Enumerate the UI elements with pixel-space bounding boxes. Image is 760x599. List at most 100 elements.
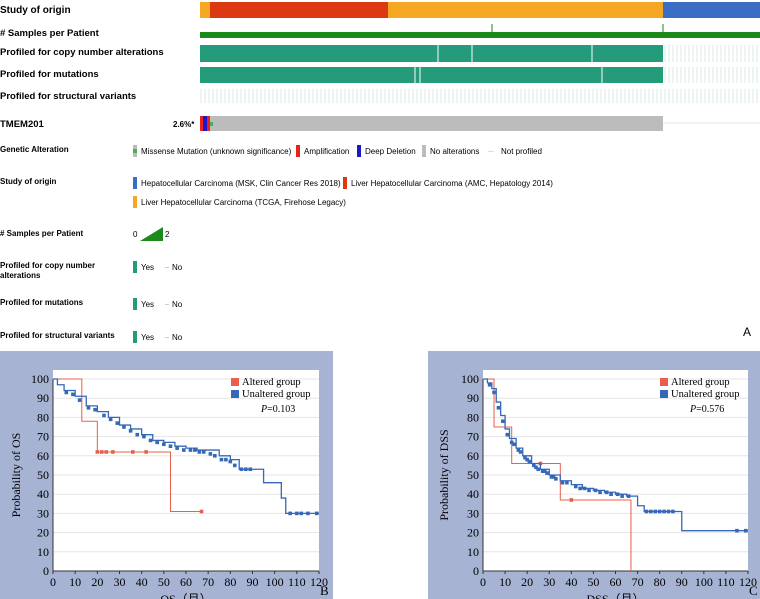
legend-swatch-sv-no xyxy=(165,337,169,338)
legend-swatch-mut-no xyxy=(165,304,169,305)
legend-samples-max: 2 xyxy=(165,230,170,239)
y-tick-label: 20 xyxy=(37,526,49,540)
x-axis-label: DSS（月） xyxy=(586,592,644,599)
unaltered-censor-mark xyxy=(545,471,549,475)
gene-alteration-percent: 2.6%* xyxy=(173,120,195,129)
legend-swatch-amplification xyxy=(296,145,300,157)
y-tick-label: 0 xyxy=(43,564,49,578)
x-tick-label: 110 xyxy=(288,575,306,589)
legend-sv-no: No xyxy=(172,333,183,342)
unaltered-censor-mark xyxy=(540,469,545,473)
x-tick-label: 60 xyxy=(180,575,192,589)
study-track-msk xyxy=(663,2,760,18)
mutations-track xyxy=(200,67,663,83)
legend-item-missense: Missense Mutation (unknown significance) xyxy=(141,147,292,156)
unaltered-censor-mark xyxy=(181,448,186,452)
unaltered-censor-mark xyxy=(549,475,554,479)
legend-swatch-msk xyxy=(133,177,137,189)
unaltered-censor-mark xyxy=(239,467,244,472)
track-label-profiled-sv: Profiled for structural variants xyxy=(0,91,137,102)
legend-title-profiled-mutations: Profiled for mutations xyxy=(0,298,84,307)
legend-sv-yes: Yes xyxy=(141,333,155,342)
legend-title-profiled-cna-1: Profiled for copy number xyxy=(0,261,96,270)
legend-swatch-mut-yes xyxy=(133,298,137,310)
y-tick-label: 0 xyxy=(473,564,479,578)
panel-label-a: A xyxy=(743,325,752,339)
unaltered-censor-mark xyxy=(509,440,514,445)
altered-censor-mark xyxy=(144,450,148,454)
unaltered-censor-mark xyxy=(108,417,113,422)
legend-swatch-deep-deletion xyxy=(357,145,361,157)
legend-swatch xyxy=(660,390,668,398)
y-tick-label: 10 xyxy=(467,545,479,559)
unaltered-censor-mark xyxy=(306,511,310,516)
legend-label: Unaltered group xyxy=(242,389,311,400)
x-tick-label: 40 xyxy=(136,575,148,589)
x-tick-label: 70 xyxy=(632,575,644,589)
unaltered-censor-mark xyxy=(615,492,620,496)
unaltered-censor-mark xyxy=(536,467,541,472)
unaltered-censor-mark xyxy=(609,492,613,496)
unaltered-censor-mark xyxy=(93,407,97,412)
unaltered-censor-mark xyxy=(582,486,587,491)
unaltered-censor-mark xyxy=(671,509,675,514)
unaltered-censor-mark xyxy=(122,425,126,429)
altered-censor-mark xyxy=(111,450,115,454)
x-tick-label: 80 xyxy=(224,575,236,589)
panel-label-c: C xyxy=(749,583,758,598)
study-track-tcga xyxy=(388,2,663,18)
unaltered-censor-mark xyxy=(77,398,82,402)
unaltered-censor-mark xyxy=(523,455,527,460)
unaltered-censor-mark xyxy=(516,448,521,452)
unaltered-censor-mark xyxy=(288,511,292,516)
legend-swatch-missense xyxy=(133,145,137,157)
unaltered-censor-mark xyxy=(135,432,140,437)
unaltered-censor-mark xyxy=(219,457,224,462)
unaltered-censor-mark xyxy=(168,444,173,448)
altered-survival-curve xyxy=(53,378,202,512)
legend-swatch xyxy=(660,378,668,386)
y-tick-label: 30 xyxy=(37,506,49,520)
legend-item-no-alterations: No alterations xyxy=(430,147,480,156)
unaltered-censor-mark xyxy=(487,382,492,387)
unaltered-censor-mark xyxy=(560,480,565,485)
unaltered-censor-mark xyxy=(626,494,631,498)
legend-swatch xyxy=(231,390,239,398)
unaltered-censor-mark xyxy=(228,459,233,464)
x-tick-label: 120 xyxy=(739,575,757,589)
samples-track xyxy=(200,32,760,38)
x-tick-label: 10 xyxy=(69,575,81,589)
plot-area xyxy=(483,370,748,571)
unaltered-survival-curve xyxy=(53,378,319,515)
legend-swatch-amc xyxy=(343,177,347,189)
unaltered-censor-mark xyxy=(197,450,202,454)
sv-track xyxy=(200,89,760,103)
cna-track xyxy=(200,45,663,62)
y-tick-label: 20 xyxy=(467,526,479,540)
legend-mut-yes: Yes xyxy=(141,300,155,309)
x-tick-label: 100 xyxy=(695,575,713,589)
unaltered-censor-mark xyxy=(86,406,91,410)
unaltered-censor-mark xyxy=(128,429,133,433)
unaltered-censor-mark xyxy=(644,509,649,514)
legend-item-amplification: Amplification xyxy=(304,147,350,156)
km-plot-dss: 0 10 20 30 40 50 60 70 80 90 100 0 10 20 30 40 50 60 70 80 9… xyxy=(428,351,760,599)
legend-label: Altered group xyxy=(242,377,301,388)
x-tick-label: 80 xyxy=(654,575,666,589)
unaltered-censor-mark xyxy=(531,463,536,468)
unaltered-censor-mark xyxy=(653,509,658,514)
oncoprint-tracks xyxy=(200,2,760,131)
unaltered-censor-mark xyxy=(162,442,166,447)
unaltered-censor-mark xyxy=(527,459,532,464)
y-tick-label: 80 xyxy=(37,410,49,424)
legend-swatch-sv-yes xyxy=(133,331,137,343)
altered-censor-mark xyxy=(104,450,108,454)
legend-cna-no: No xyxy=(172,263,183,272)
x-tick-label: 10 xyxy=(499,575,511,589)
y-tick-label: 40 xyxy=(467,487,479,501)
y-tick-label: 50 xyxy=(37,468,49,482)
x-tick-label: 40 xyxy=(565,575,577,589)
p-value-label: P=0.103 xyxy=(260,404,295,415)
unaltered-censor-mark xyxy=(208,452,213,456)
unaltered-censor-mark xyxy=(649,509,653,514)
